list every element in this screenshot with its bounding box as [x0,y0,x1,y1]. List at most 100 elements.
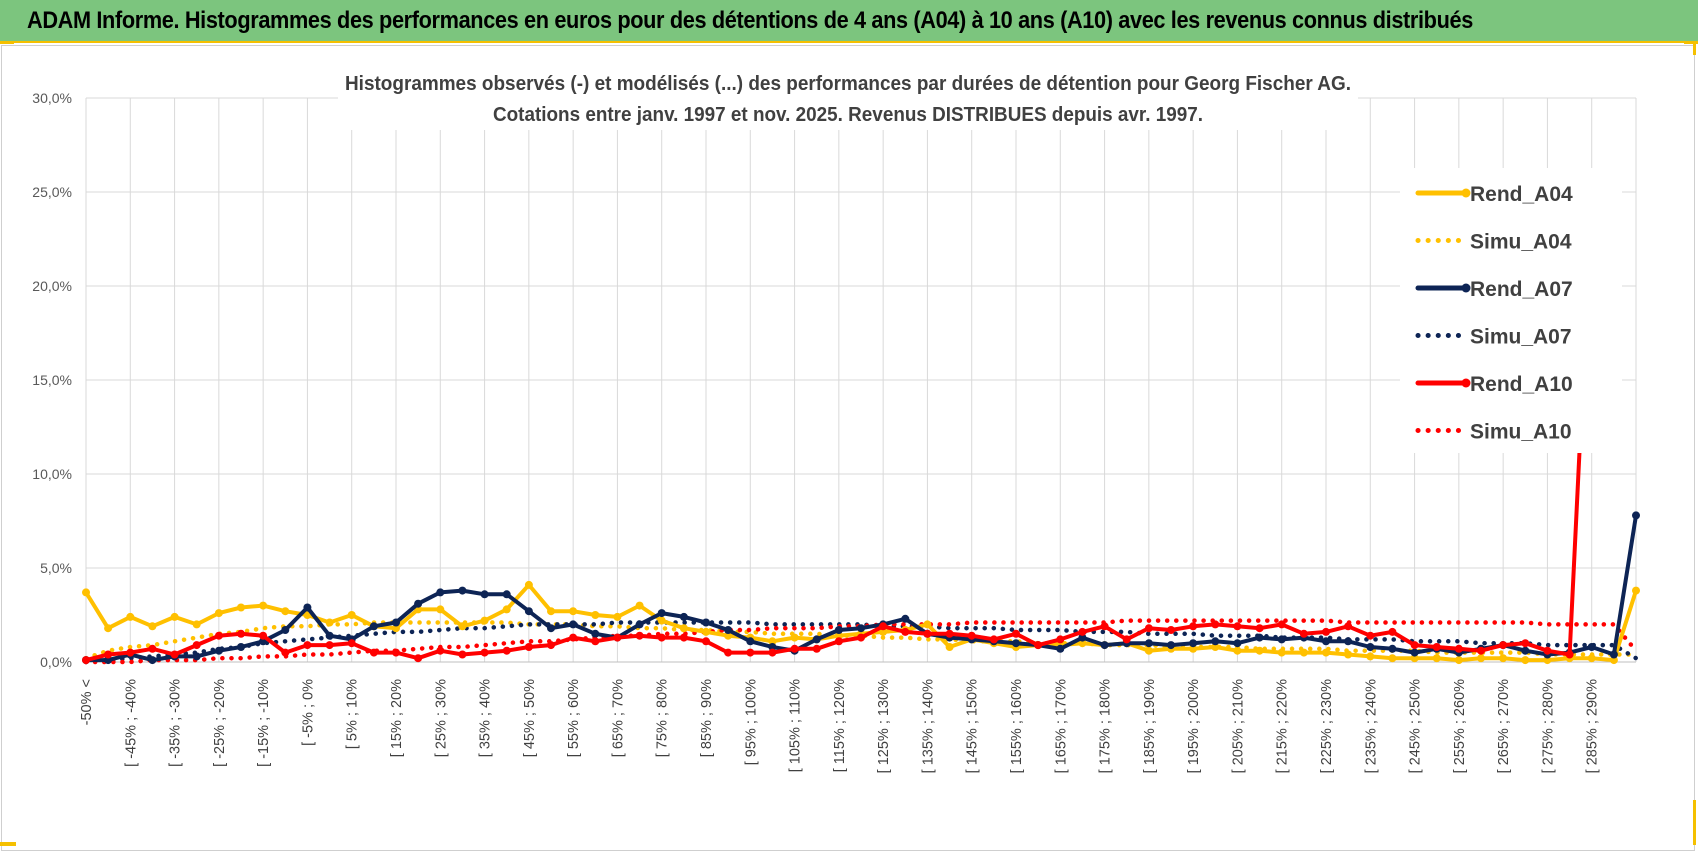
x-tick-label: [ 35% ; 40% [478,679,494,757]
data-point [1034,641,1043,650]
legend-label: Rend_A07 [1470,278,1573,301]
data-point [237,603,245,612]
data-point [768,643,777,651]
data-point [702,637,710,646]
data-point [746,637,755,646]
data-point [702,618,710,627]
data-point [657,609,666,618]
data-point [414,654,423,663]
data-point [1521,639,1530,648]
legend-label: Rend_A10 [1470,373,1573,396]
data-point [613,612,622,621]
x-tick-label: [ 125% ; 130% [876,679,892,773]
data-point [1565,650,1574,659]
data-point [1609,656,1618,665]
x-tick-label: [ 255% ; 260% [1452,679,1468,773]
data-point [657,616,666,625]
data-point [214,609,223,618]
data-point [1366,631,1375,640]
data-point [126,612,135,621]
data-point [1609,650,1618,659]
data-point [724,626,733,634]
data-point [524,580,533,589]
legend-label: Simu_A07 [1470,326,1572,349]
data-point [768,637,777,646]
data-point [569,607,578,616]
x-axis: -50% < [ -45% ; -40% [ -35% ; -30% [ -25% ;… [79,679,1601,773]
data-point [1277,635,1286,644]
data-point [613,633,622,642]
data-point [1167,626,1175,634]
data-point [303,603,312,612]
data-point [1344,622,1353,631]
data-point [923,620,932,629]
data-point [1255,633,1264,642]
data-point [1255,646,1264,655]
data-point [392,624,400,633]
x-tick-label: [ 105% ; 110% [788,679,804,772]
data-point [104,656,113,665]
x-tick-label: [ 185% ; 190% [1142,679,1158,773]
x-tick-label: [ -25% ; -20% [212,679,228,767]
subtitle-background [338,62,1358,130]
corner-accent-left [0,41,14,44]
data-point [679,612,688,621]
data-point [746,648,755,657]
data-point [192,641,201,650]
corner-accent-right-v [1693,41,1696,55]
data-point [768,648,777,657]
data-point [1410,641,1419,650]
data-point [325,618,334,627]
data-point [1432,643,1441,651]
legend-label: Rend_A04 [1470,183,1573,206]
x-tick-label: [ 245% ; 250% [1408,679,1424,773]
data-point [436,646,445,655]
x-tick-label: [ 115% ; 120% [832,679,848,772]
data-point [214,631,223,640]
legend-marker [1461,378,1471,388]
y-tick-label: 30,0% [32,90,72,106]
data-point [569,620,578,629]
x-tick-label: [ 225% ; 230% [1319,679,1335,773]
x-tick-label: -50% < [79,679,95,725]
data-point [502,646,511,655]
data-point [1299,648,1308,657]
y-tick-label: 15,0% [32,372,72,388]
data-point [679,633,688,642]
chart-subtitle-line2: Cotations entre janv. 1997 et nov. 2025.… [493,104,1203,126]
data-point [1144,639,1153,648]
data-point [237,629,245,638]
data-point [812,635,821,644]
x-tick-label: [ -35% ; -30% [168,679,184,767]
data-point [1100,641,1109,650]
data-point [1499,641,1508,650]
data-point [1587,654,1596,663]
data-point [967,631,976,640]
data-point [1189,622,1198,631]
data-point [281,607,290,616]
data-point [1078,639,1087,648]
data-point [82,588,90,597]
data-point [879,627,888,636]
data-point [1366,643,1375,651]
x-tick-label: [ 95% ; 100% [743,679,759,765]
legend: Rend_A04 Simu_A04 Rend_A07 Simu_A07 Rend_A10… [1415,183,1573,444]
data-point [303,641,312,650]
data-point [1233,639,1242,648]
data-point [524,643,533,651]
y-tick-label: 0,0% [40,654,72,670]
data-point [104,650,113,659]
data-point [945,629,954,638]
data-point [524,607,533,616]
data-point [1189,644,1198,653]
data-point [1388,654,1397,663]
data-point [1410,654,1419,663]
data-point [458,650,467,659]
data-point [1587,643,1596,651]
corner-accent-right [1684,41,1698,44]
data-point [1477,654,1485,663]
data-point [812,644,821,653]
data-point [1277,648,1286,657]
x-tick-label: [ 155% ; 160% [1009,679,1025,773]
data-point [547,624,555,633]
